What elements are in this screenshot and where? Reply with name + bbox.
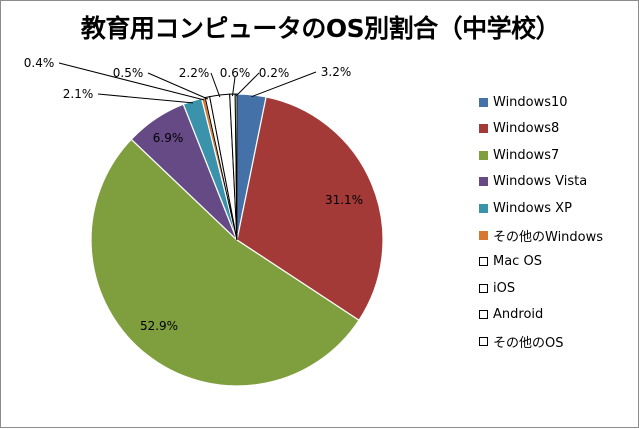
leader-line-5 (97, 93, 194, 104)
leader-line-9 (231, 76, 236, 97)
legend-swatch (479, 257, 488, 267)
data-label-8: 2.2% (179, 66, 210, 80)
data-label-2: 31.1% (325, 193, 363, 207)
legend-swatch (479, 283, 488, 293)
leader-line-7 (147, 72, 209, 100)
data-label-1: 3.2% (321, 65, 352, 79)
data-label-4: 6.9% (153, 131, 184, 145)
data-labels: 3.2% 31.1% 52.9% 6.9% 2.1% 0.4% 0.5% 2.2% 0.6% 0.… (24, 56, 363, 333)
legend-label: Windows7 (493, 147, 560, 163)
legend-item-2: Windows8 (479, 120, 559, 138)
leader-lines (58, 62, 317, 104)
legend-label: Android (493, 307, 544, 323)
leader-line-1 (251, 71, 317, 98)
legend-swatch (479, 150, 488, 160)
legend-label: Windows XP (493, 200, 572, 216)
legend-swatch (479, 230, 488, 240)
legend-swatch (479, 124, 488, 134)
legend-label: iOS (493, 280, 516, 296)
data-label-5: 2.1% (63, 87, 94, 101)
legend-label: その他のOS (493, 335, 564, 351)
pie-slice-3 (90, 138, 360, 387)
legend-label: Windows Vista (493, 174, 588, 190)
legend-swatch (479, 97, 488, 107)
data-label-7: 0.5% (113, 66, 144, 80)
pie-slice-2 (236, 96, 384, 322)
legend-label: Mac OS (493, 254, 542, 270)
pie-slice-10 (234, 93, 238, 241)
leader-line-8 (210, 72, 221, 98)
legend-item-9: Android (479, 306, 543, 324)
legend-label: その他のWindows (493, 229, 604, 245)
data-label-3: 52.9% (140, 319, 178, 333)
data-label-6: 0.4% (24, 56, 55, 70)
legend-swatch (479, 203, 488, 213)
legend-item-8: iOS (479, 279, 515, 297)
legend-swatch (479, 310, 488, 320)
legend-label: Windows8 (493, 121, 560, 137)
data-label-10: 0.2% (259, 66, 290, 80)
leader-line-6 (58, 62, 204, 101)
legend-item-5: Windows XP (479, 199, 572, 217)
chart-title: 教育用コンピュータのOS別割合（中学校） (80, 14, 561, 43)
legend-item-4: Windows Vista (479, 173, 587, 191)
pie-slices (90, 93, 384, 387)
legend-swatch (479, 336, 488, 346)
legend-item-1: Windows10 (479, 93, 568, 111)
legend-item-7: Mac OS (479, 253, 542, 271)
legend-swatch (479, 177, 488, 187)
legend-item-3: Windows7 (479, 146, 559, 164)
legend-item-6: その他のWindows (479, 226, 604, 245)
leader-line-10 (235, 72, 260, 97)
legend-item-10: その他のOS (479, 332, 564, 351)
legend-label: Windows10 (493, 94, 568, 110)
data-label-9: 0.6% (220, 66, 251, 80)
